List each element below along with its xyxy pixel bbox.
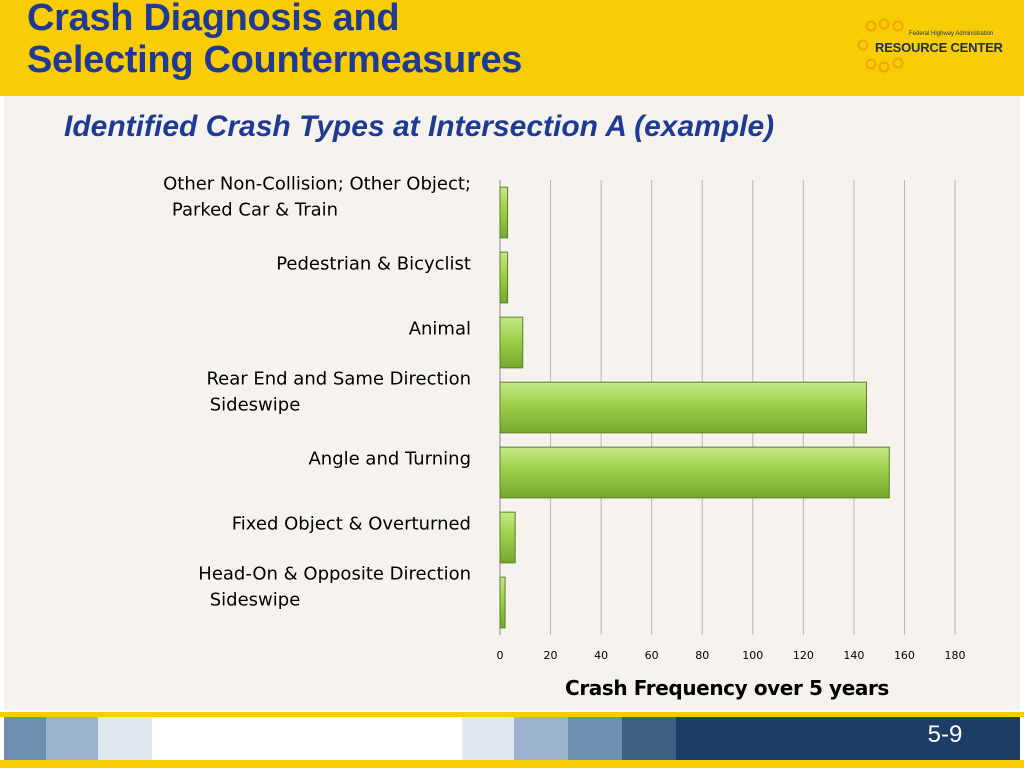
x-tick-label: 120	[793, 649, 814, 662]
content-panel-lower	[4, 628, 1020, 710]
resource-center-logo: Federal Highway Administration RESOURCE …	[855, 18, 1015, 76]
x-tick-label: 20	[544, 649, 558, 662]
bar	[499, 186, 509, 239]
chart-title: Identified Crash Types at Intersection A…	[64, 110, 775, 143]
category-label: Other Non-Collision; Other Object; Parked…	[163, 174, 471, 221]
logo-agency-text: Federal Highway Administration	[909, 31, 994, 37]
logo-rings-icon	[857, 18, 904, 73]
footer-block-6	[568, 717, 622, 760]
footer-block-3	[98, 717, 152, 760]
x-tick-label: 160	[894, 649, 915, 662]
category-label: Fixed Object & Overturned	[232, 514, 471, 535]
logo-name-text: RESOURCE CENTER	[875, 40, 1003, 55]
chart-bars	[499, 186, 890, 629]
footer-rule-top	[0, 712, 1024, 717]
x-tick-label: 0	[497, 649, 504, 662]
footer-block-4	[462, 717, 514, 760]
slide-title-line-1: Crash Diagnosis and	[27, 0, 400, 39]
chart-category-labels: Other Non-Collision; Other Object; Parked…	[163, 174, 471, 611]
category-label: Rear End and Same Direction Sideswipe	[206, 369, 471, 416]
slide-title: Crash Diagnosis and Selecting Countermea…	[27, 0, 522, 81]
footer-block-8	[676, 717, 1020, 760]
footer-block-7	[622, 717, 676, 760]
bar	[499, 511, 516, 564]
crash-type-bar-chart: Other Non-Collision; Other Object; Parked…	[163, 174, 966, 663]
x-tick-label: 40	[594, 649, 608, 662]
x-tick-label: 180	[945, 649, 966, 662]
x-tick-label: 60	[645, 649, 659, 662]
category-label: Angle and Turning	[308, 449, 471, 470]
footer-rule-bottom	[0, 760, 1024, 768]
header-band	[0, 0, 1024, 96]
bar	[499, 446, 890, 499]
bar	[499, 381, 868, 434]
category-label: Animal	[409, 319, 471, 340]
slide-title-line-2: Selecting Countermeasures	[27, 39, 523, 81]
x-tick-label: 140	[843, 649, 864, 662]
bar	[499, 576, 506, 629]
chart-tick-labels: 0 20 40 60 80 100 120 140 160 180	[497, 649, 966, 662]
x-tick-label: 100	[742, 649, 763, 662]
category-label: Pedestrian & Bicyclist	[276, 254, 471, 275]
page-number: 5-9	[927, 721, 963, 748]
bar	[499, 251, 509, 304]
x-tick-label: 80	[695, 649, 709, 662]
category-label: Head-On & Opposite Direction Sideswipe	[198, 564, 471, 611]
bar	[499, 316, 524, 369]
footer-bar	[0, 717, 1024, 760]
x-axis-label: Crash Frequency over 5 years	[565, 676, 889, 700]
footer-block-5	[514, 717, 568, 760]
footer-block-2	[46, 717, 98, 760]
footer-block-1	[4, 717, 46, 760]
